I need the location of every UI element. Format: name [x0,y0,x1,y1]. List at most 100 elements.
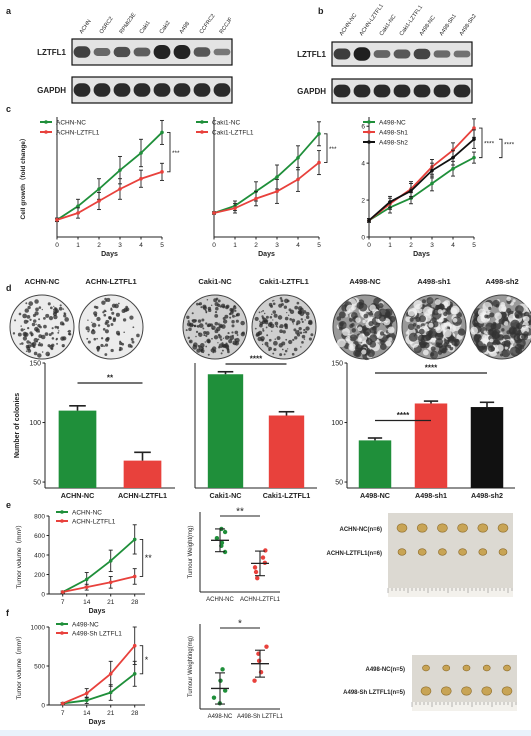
colony-spot [30,334,33,337]
colony-spot [442,328,452,338]
colony-spot [191,312,194,315]
data-point [451,155,455,160]
colony-spot [104,297,107,301]
colony-spot [27,305,31,310]
x-tick-label: 5 [160,242,164,249]
data-point [212,211,216,215]
colony-spot [22,331,28,337]
colony-spot [90,329,96,335]
colony-spot [54,325,58,329]
data-point [222,529,228,535]
colony-spot [256,331,261,337]
colony-spot [300,318,303,321]
data-point [472,126,476,130]
colony-spot [509,338,515,344]
colony-spot [336,316,342,321]
data-point [296,177,300,182]
data-point [118,187,122,191]
colony-spot [384,311,391,318]
ruler [388,588,513,597]
colony-spot [354,344,363,353]
blot-band [173,44,191,60]
colony-spot [196,325,198,327]
data-point [472,155,476,160]
dish-label: ACHN-LZTFL1 [85,277,136,286]
colony-spot [273,313,278,318]
legend-marker [367,130,371,134]
colony-spot [205,322,208,325]
colony-spot [97,324,101,327]
data-point [222,688,228,693]
colony-spot [111,311,115,315]
colony-spot [298,326,302,331]
colony-spot [259,321,264,326]
colony-spot [498,318,505,325]
colony-spot [93,305,97,309]
blot-band [93,48,111,56]
colony-spot [303,328,306,332]
colony-spot [129,315,134,320]
colony-spot [501,348,511,358]
colony-spot [217,342,219,344]
colony-spot [342,327,351,336]
colony-spot [231,324,235,328]
colony-spot [104,329,109,334]
colony-spot [220,338,223,341]
colony-spot [225,304,230,309]
colony-spot [273,340,278,346]
colony-spot [288,308,292,312]
colony-spot [26,340,30,344]
colony-spot [270,304,274,308]
colony-spot [300,346,302,348]
colony-spot [446,306,451,311]
colony-spot [106,297,111,302]
blot-band [353,84,371,98]
colony-spot [64,317,69,322]
data-point [451,166,455,171]
colony-spot [470,326,479,335]
colony-spot [224,314,229,319]
colony-spot [418,315,426,323]
data-point [160,170,164,174]
tumor-specimen [477,523,489,533]
blot-band [213,83,231,97]
colony-spot [357,337,362,342]
legend-label: Caki1-NC [212,119,240,126]
colony-spot [454,343,458,347]
series-line [213,133,320,214]
colony-spot [207,308,212,313]
colony-spot [221,324,226,329]
colony-spot [282,330,286,334]
colony-spot [87,340,91,344]
colony-spot [197,319,202,323]
blot-row-label: LZTFL1 [37,48,66,57]
data-point [430,181,434,186]
data-point [252,565,258,570]
colony-spot [483,330,487,334]
colony-spot [422,306,433,316]
colony-spot [388,315,396,323]
significance-bracket [324,133,328,164]
colony-spot [218,335,222,339]
colony-spot [55,309,59,314]
colony-spot [428,322,434,328]
colony-spot [91,328,95,332]
tumor-specimen [503,664,511,672]
blot-row-label: GAPDH [37,86,66,95]
colony-spot [346,304,355,313]
category-label: A498-NC [360,491,390,500]
colony-spot [196,302,199,306]
colony-spot [198,332,203,337]
legend-label: A498-NC [72,621,99,628]
tumor-weight-chart-achn: Tumour Weight(mg) ACHN-NC ACHN-LZTFL1 ** [188,507,281,604]
tumor-specimen [457,523,468,533]
colony-spot [440,322,448,330]
colony-spot [279,297,283,300]
data-point [233,206,237,210]
colony-spot [274,321,279,326]
data-point [409,189,413,193]
colony-spot [434,299,441,306]
colony-spot [423,342,430,349]
colony-spot [194,319,197,322]
